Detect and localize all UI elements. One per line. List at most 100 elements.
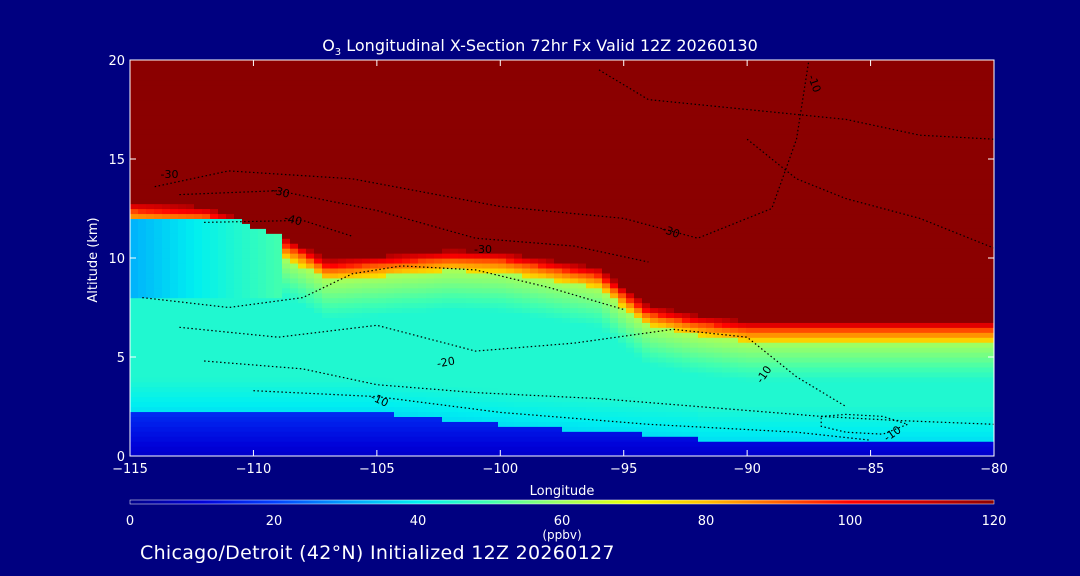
field-cell: [298, 178, 307, 185]
field-cell: [154, 332, 163, 338]
field-cell: [506, 228, 515, 234]
field-cell: [554, 381, 563, 388]
field-cell: [346, 60, 355, 66]
field-cell: [298, 292, 307, 299]
field-cell: [354, 342, 363, 348]
field-cell: [330, 297, 339, 304]
field-cell: [170, 262, 179, 269]
field-cell: [362, 79, 371, 86]
field-cell: [338, 253, 347, 259]
field-cell: [290, 248, 299, 254]
field-cell: [610, 89, 619, 96]
field-cell: [490, 104, 499, 111]
field-cell: [570, 253, 579, 259]
field-cell: [146, 396, 155, 403]
field-cell: [330, 159, 339, 165]
field-cell: [346, 431, 355, 437]
field-cell: [530, 421, 539, 427]
field-cell: [530, 154, 539, 160]
field-cell: [394, 198, 403, 205]
field-cell: [178, 401, 187, 408]
field-cell: [226, 282, 235, 289]
field-cell: [154, 60, 163, 66]
field-cell: [210, 406, 219, 413]
field-cell: [618, 262, 627, 269]
field-cell: [170, 267, 179, 274]
field-cell: [146, 431, 155, 437]
field-cell: [410, 213, 419, 219]
field-cell: [394, 253, 403, 259]
field-cell: [258, 119, 267, 125]
field-cell: [570, 292, 579, 299]
field-cell: [282, 262, 291, 269]
field-cell: [202, 277, 211, 284]
field-cell: [538, 292, 547, 299]
field-cell: [426, 287, 435, 294]
field-cell: [146, 337, 155, 343]
field-cell: [210, 312, 219, 318]
field-cell: [578, 198, 587, 205]
field-cell: [530, 396, 539, 403]
field-cell: [410, 99, 419, 106]
field-cell: [474, 371, 483, 378]
field-cell: [154, 183, 163, 190]
field-cell: [498, 272, 507, 279]
field-cell: [570, 183, 579, 190]
field-cell: [394, 233, 403, 239]
field-cell: [242, 69, 251, 76]
field-cell: [458, 213, 467, 219]
field-cell: [194, 416, 203, 422]
field-cell: [586, 238, 595, 244]
field-cell: [330, 287, 339, 294]
field-cell: [250, 144, 259, 150]
field-cell: [290, 282, 299, 289]
field-cell: [146, 178, 155, 185]
field-cell: [258, 223, 267, 229]
field-cell: [482, 188, 491, 195]
field-cell: [162, 173, 171, 180]
field-cell: [570, 238, 579, 244]
field-cell: [434, 119, 443, 125]
field-cell: [130, 69, 139, 76]
field-cell: [234, 69, 243, 76]
field-cell: [426, 357, 435, 363]
field-cell: [498, 302, 507, 309]
field-cell: [442, 134, 451, 140]
field-cell: [194, 361, 203, 368]
field-cell: [458, 119, 467, 125]
field-cell: [498, 357, 507, 363]
field-cell: [242, 337, 251, 343]
field-cell: [378, 94, 387, 101]
field-cell: [354, 253, 363, 259]
field-cell: [290, 297, 299, 304]
field-cell: [466, 366, 475, 373]
field-cell: [458, 366, 467, 373]
field-cell: [410, 292, 419, 299]
field-cell: [450, 446, 459, 452]
field-cell: [346, 173, 355, 180]
field-cell: [394, 173, 403, 180]
field-cell: [418, 342, 427, 348]
field-cell: [218, 154, 227, 160]
field-cell: [530, 193, 539, 200]
field-cell: [330, 114, 339, 120]
field-cell: [474, 253, 483, 259]
field-cell: [514, 168, 523, 175]
field-cell: [458, 352, 467, 358]
field-cell: [354, 396, 363, 403]
field-cell: [338, 312, 347, 318]
field-cell: [434, 307, 443, 314]
field-cell: [218, 198, 227, 205]
field-cell: [218, 441, 227, 447]
field-cell: [418, 431, 427, 437]
field-cell: [338, 366, 347, 373]
field-cell: [602, 60, 611, 66]
field-cell: [562, 178, 571, 185]
field-cell: [610, 426, 619, 432]
field-cell: [170, 371, 179, 378]
field-cell: [618, 451, 627, 456]
field-cell: [306, 193, 315, 200]
field-cell: [354, 401, 363, 408]
field-cell: [450, 347, 459, 353]
field-cell: [442, 89, 451, 96]
